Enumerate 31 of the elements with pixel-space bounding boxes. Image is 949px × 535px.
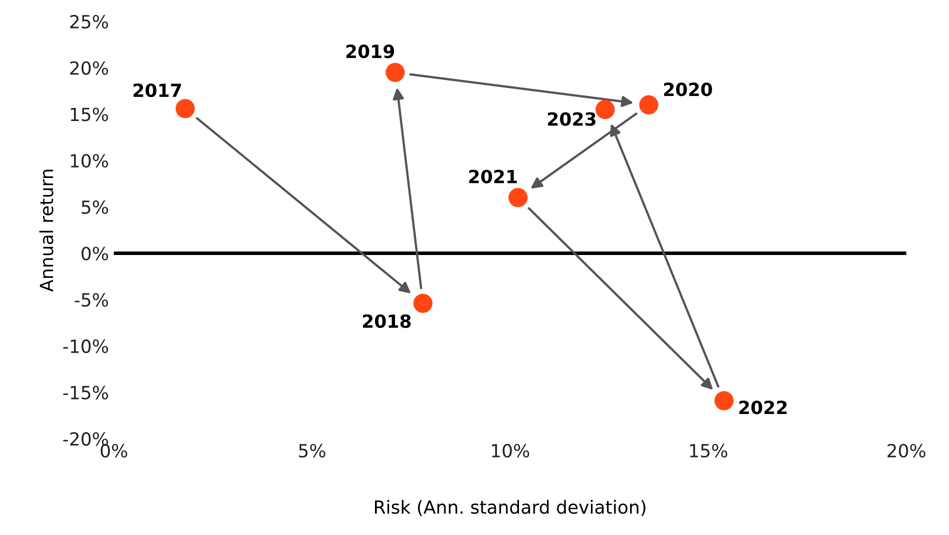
y-tick-label: -20% bbox=[63, 432, 108, 446]
annotation: 2023 bbox=[548, 112, 596, 126]
y-tick-label: 10% bbox=[70, 154, 108, 168]
y-tick-label: 5% bbox=[82, 200, 108, 214]
point bbox=[639, 95, 658, 114]
y-tick-label: 0% bbox=[82, 246, 108, 260]
annotation: 2020 bbox=[664, 82, 712, 96]
annotation: 2017 bbox=[134, 83, 181, 98]
x-tick-label: 20% bbox=[888, 444, 926, 458]
point bbox=[176, 98, 195, 118]
annotation: 2018 bbox=[362, 314, 411, 328]
annotation: 2021 bbox=[469, 170, 517, 184]
point bbox=[386, 62, 405, 82]
x-tick-label: 5% bbox=[299, 444, 326, 458]
x-axis-title: Risk (Ann. standard deviation) bbox=[375, 500, 646, 516]
x-tick-label: 10% bbox=[492, 444, 530, 458]
y-tick-label: -5% bbox=[74, 293, 108, 307]
point bbox=[596, 100, 615, 120]
point bbox=[413, 294, 432, 313]
y-tick-label: -15% bbox=[63, 386, 108, 400]
y-tick-label: 20% bbox=[70, 61, 108, 75]
annotation: 2019 bbox=[346, 44, 394, 58]
y-tick-label: 15% bbox=[70, 108, 108, 122]
x-tick-label: 0% bbox=[100, 444, 128, 458]
annotation: 2022 bbox=[739, 400, 787, 414]
y-tick-label: -10% bbox=[63, 339, 108, 354]
y-tick-label: 25% bbox=[70, 14, 108, 29]
x-tick-label: 15% bbox=[690, 444, 728, 458]
y-axis-title: Annual return bbox=[39, 170, 54, 292]
point bbox=[714, 391, 734, 410]
point bbox=[508, 188, 528, 208]
